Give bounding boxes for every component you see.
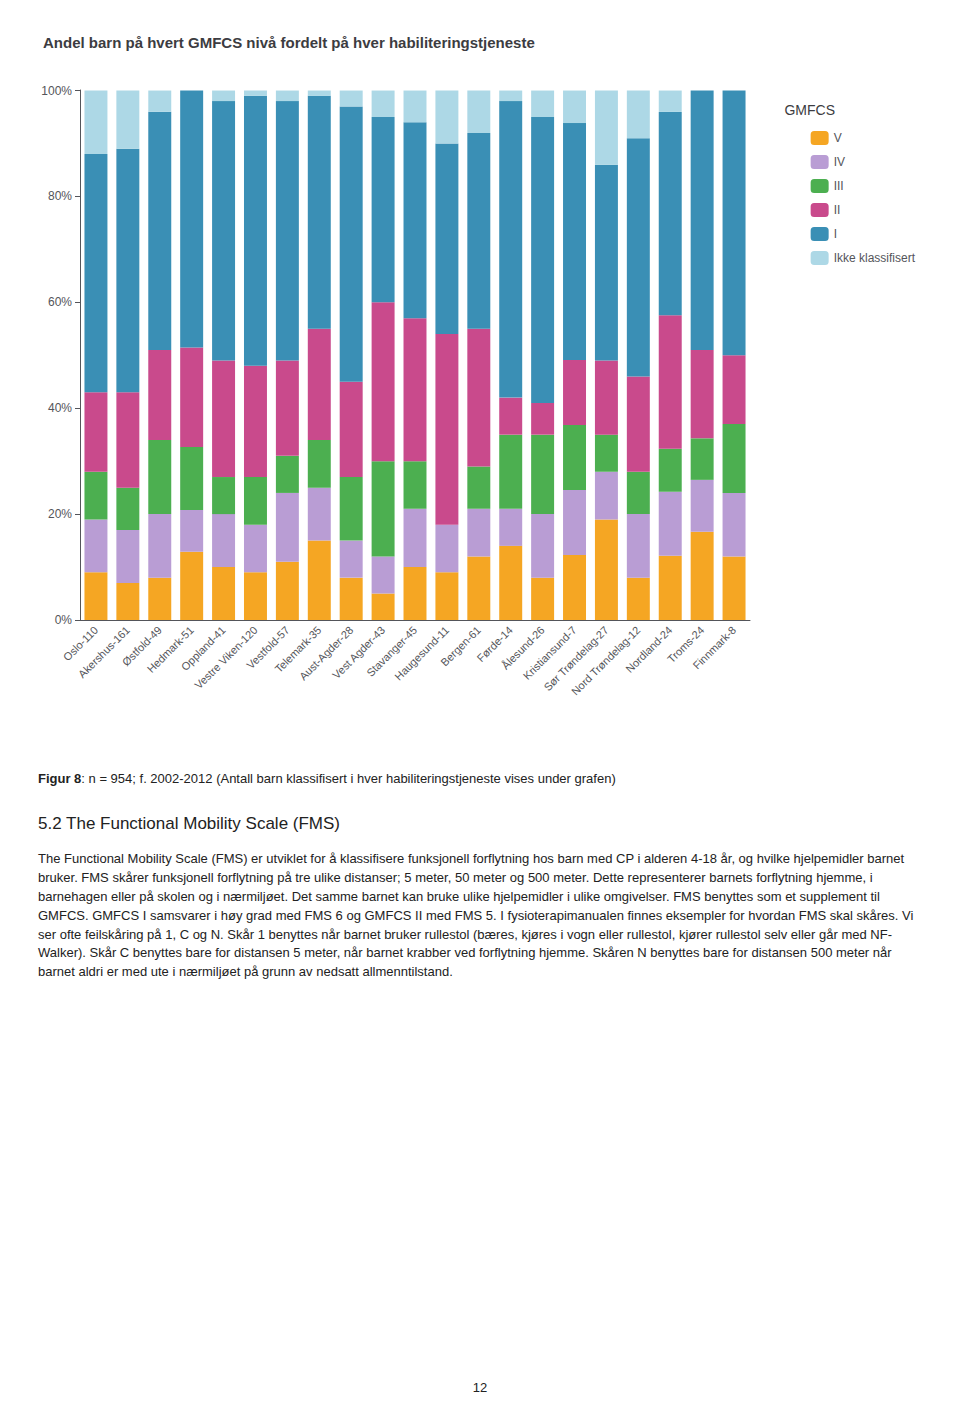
- svg-text:Akershus-161: Akershus-161: [76, 624, 132, 680]
- svg-text:Vest Agder-43: Vest Agder-43: [330, 623, 388, 681]
- svg-text:Ålesund-26: Ålesund-26: [499, 623, 547, 672]
- svg-text:Nord Trøndelag-12: Nord Trøndelag-12: [568, 623, 643, 698]
- svg-text:Østfold-49: Østfold-49: [119, 623, 164, 669]
- svg-text:100%: 100%: [41, 84, 72, 98]
- svg-text:Nordland-24: Nordland-24: [623, 624, 674, 675]
- svg-text:Telemark-35: Telemark-35: [272, 623, 324, 675]
- svg-text:Stavanger-45: Stavanger-45: [364, 623, 420, 679]
- svg-text:Aust-Agder-28: Aust-Agder-28: [297, 624, 356, 683]
- svg-text:IV: IV: [834, 155, 845, 169]
- svg-text:Haugesund-11: Haugesund-11: [392, 624, 451, 683]
- svg-text:0%: 0%: [55, 613, 73, 627]
- svg-text:Andel barn på hvert GMFCS nivå: Andel barn på hvert GMFCS nivå fordelt p…: [43, 34, 535, 51]
- svg-text:80%: 80%: [48, 189, 72, 203]
- svg-text:Vestre Viken-120: Vestre Viken-120: [192, 623, 260, 692]
- html-text:The Functional Mobility Scale: The Functional Mobility Scale (FMS) er u…: [38, 851, 914, 980]
- svg-text:20%: 20%: [48, 507, 72, 521]
- svg-text:60%: 60%: [48, 295, 72, 309]
- svg-text:Finnmark-8: Finnmark-8: [691, 624, 739, 672]
- svg-text:Troms-24: Troms-24: [665, 623, 707, 666]
- svg-text:Vestfold-57: Vestfold-57: [244, 623, 292, 672]
- svg-text:Kristiansund-7: Kristiansund-7: [521, 624, 579, 682]
- svg-text:III: III: [834, 179, 844, 193]
- svg-text:Ikke klassifisert: Ikke klassifisert: [834, 251, 916, 265]
- html-text:Figur 8: n = 954; f. 2002-2012: Figur 8: n = 954; f. 2002-2012 (Antall b…: [38, 771, 616, 786]
- svg-text:I: I: [834, 227, 837, 241]
- svg-text:Hedmark-51: Hedmark-51: [144, 623, 196, 675]
- svg-text:Bergen-61: Bergen-61: [438, 624, 483, 669]
- html-text:12: 12: [472, 1380, 488, 1395]
- svg-text:40%: 40%: [48, 401, 72, 415]
- html-text:5.2 The Functional Mobility Sc: 5.2 The Functional Mobility Scale (FMS): [38, 814, 340, 834]
- svg-text:Sør Trøndelag-27: Sør Trøndelag-27: [541, 623, 611, 694]
- svg-text:Oslo-110: Oslo-110: [60, 623, 101, 664]
- svg-text:GMFCS: GMFCS: [784, 102, 835, 118]
- svg-text:Førde-14: Førde-14: [474, 623, 515, 665]
- svg-text:II: II: [834, 203, 841, 217]
- svg-text:Oppland-41: Oppland-41: [178, 623, 228, 673]
- svg-text:V: V: [834, 131, 842, 145]
